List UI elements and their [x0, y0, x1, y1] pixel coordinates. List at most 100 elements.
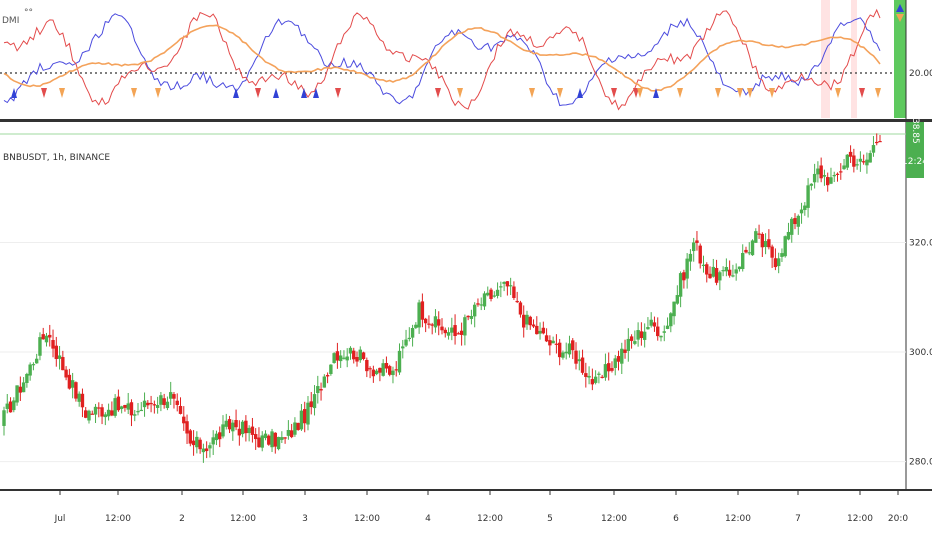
- candle-body: [149, 402, 153, 405]
- candle-body: [819, 165, 823, 179]
- candle-body: [381, 363, 385, 376]
- dmi-sell-arrow-icon: [835, 88, 841, 98]
- candle-body: [231, 422, 235, 432]
- candle-body: [489, 289, 493, 299]
- candle-body: [106, 409, 111, 417]
- candle-body: [103, 414, 108, 418]
- candle-body: [335, 351, 340, 361]
- candle-body: [260, 435, 264, 448]
- candle-body: [401, 346, 405, 349]
- candle-body: [365, 359, 369, 372]
- candle-body: [718, 272, 722, 281]
- candle-body: [636, 330, 640, 340]
- candle-body: [332, 353, 336, 363]
- candle-body: [518, 302, 523, 315]
- candle-body: [273, 432, 277, 447]
- candle-body: [708, 273, 712, 279]
- price-tick-label: 320.00: [909, 239, 932, 249]
- candle-body: [352, 350, 356, 360]
- candle-body: [803, 205, 807, 211]
- dmi-sell-arrow-icon: [737, 88, 743, 98]
- candle-body: [322, 376, 327, 388]
- candle-body: [776, 258, 781, 267]
- candle-body: [342, 357, 346, 359]
- dmi-buy-arrow-icon: [11, 88, 17, 98]
- candle-body: [28, 364, 32, 376]
- candle-body: [113, 398, 117, 416]
- candle-body: [512, 286, 516, 298]
- candle-body: [531, 324, 536, 327]
- candle-body: [410, 328, 415, 338]
- candle-body: [450, 327, 454, 333]
- dmi-title: DMI: [2, 16, 19, 26]
- candle-body: [162, 398, 166, 406]
- dmi-title-suffix: °°: [24, 8, 33, 18]
- candle-body: [714, 268, 719, 283]
- candle-body: [691, 242, 696, 252]
- candle-body: [790, 218, 794, 235]
- candle-body: [303, 409, 307, 424]
- dmi-sell-arrow-icon: [557, 88, 563, 98]
- candle-body: [93, 406, 98, 415]
- candle-body: [175, 400, 179, 405]
- candle-body: [613, 358, 617, 368]
- time-axis-label: 12:00: [105, 514, 131, 524]
- candle-body: [597, 373, 601, 375]
- candle-body: [476, 303, 480, 305]
- candle-body: [430, 324, 434, 326]
- time-axis-label: 3: [302, 514, 308, 524]
- candle-body: [796, 215, 800, 227]
- candle-body: [502, 281, 506, 284]
- candle-body: [221, 424, 225, 437]
- candle-body: [603, 364, 608, 378]
- candle-body: [600, 376, 604, 378]
- candle-body: [626, 338, 631, 351]
- candle-body: [593, 376, 598, 383]
- candle-body: [557, 342, 562, 358]
- time-axis-label: 20:0: [888, 514, 908, 524]
- candle-body: [355, 356, 359, 362]
- candle-body: [675, 295, 680, 304]
- candle-body: [705, 264, 709, 275]
- candle-body: [34, 358, 39, 364]
- candle-body: [672, 301, 676, 317]
- candle-body: [329, 364, 333, 375]
- candle-body: [44, 335, 49, 343]
- candle-body: [508, 285, 513, 287]
- candle-body: [754, 231, 758, 243]
- candle-body: [734, 269, 738, 274]
- candle-body: [763, 241, 768, 248]
- candle-body: [8, 401, 13, 413]
- candle-body: [750, 240, 755, 256]
- candle-body: [780, 253, 784, 257]
- candle-body: [384, 363, 389, 369]
- candle-body: [15, 385, 19, 403]
- time-axis-label: Jul: [54, 514, 66, 524]
- adx-line: [3, 24, 881, 92]
- candle-body: [185, 421, 189, 434]
- time-axis-label: 4: [425, 514, 431, 524]
- candle-body: [152, 404, 157, 406]
- candle-body: [31, 364, 36, 366]
- dmi-sell-arrow-icon: [457, 88, 463, 98]
- candle-body: [727, 269, 732, 276]
- candle-body: [701, 264, 706, 266]
- dmi-sell-arrow-icon: [335, 88, 341, 98]
- candle-body: [133, 414, 137, 416]
- candle-body: [237, 428, 242, 436]
- candle-body: [348, 347, 353, 354]
- candle-body: [868, 153, 872, 163]
- candle-body: [423, 318, 428, 324]
- candle-body: [283, 437, 287, 439]
- dmi-highlight-band: [821, 0, 830, 118]
- dmi-buy-arrow-icon: [653, 88, 659, 98]
- candle-body: [610, 368, 614, 371]
- candle-body: [234, 420, 238, 428]
- candle-body: [299, 410, 304, 430]
- candle-body: [123, 405, 127, 408]
- candle-body: [67, 374, 72, 389]
- candle-body: [486, 292, 490, 296]
- candle-body: [338, 355, 343, 362]
- candle-body: [397, 350, 402, 373]
